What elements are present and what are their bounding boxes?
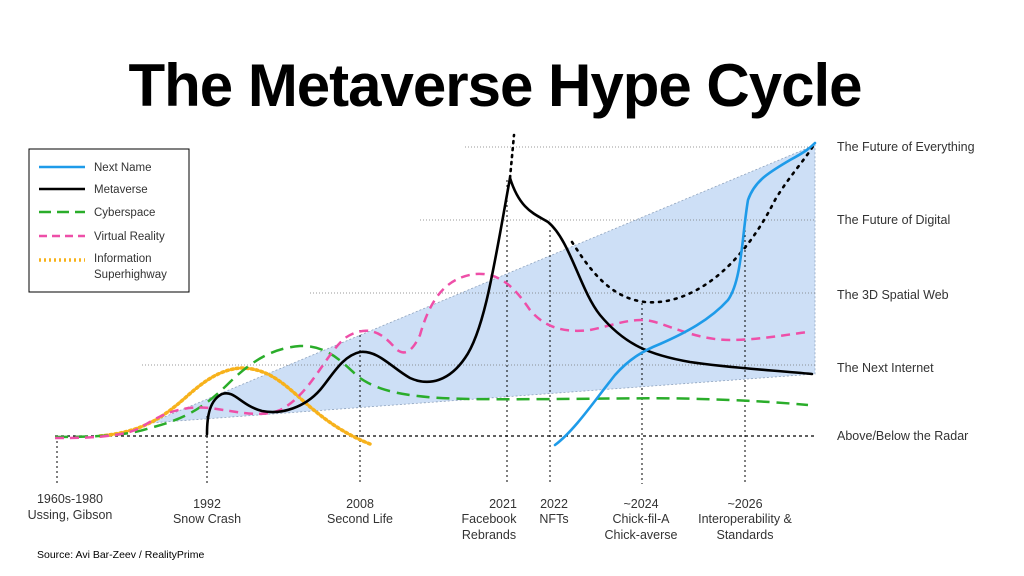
milestone-year-1960s: 1960s-1980 [37,492,103,506]
legend-label-information-superhighway-1: Information [94,253,152,265]
milestone-label-2026-line2: Standards [717,528,774,542]
milestone-label-2021-line1: Facebook [462,512,518,526]
milestone-label-2024-line1: Chick-fil-A [613,512,671,526]
level-label-future-digital: The Future of Digital [837,213,950,227]
legend-label-virtual-reality: Virtual Reality [94,231,165,243]
level-label-future-everything: The Future of Everything [837,140,975,154]
milestone-label-2022: NFTs [539,512,568,526]
series-line-next-name [553,141,817,447]
series-line-virtual-reality [54,272,809,440]
legend-label-next-name: Next Name [94,162,152,174]
milestone-lines [56,180,746,484]
legend-box [28,148,190,293]
level-label-spatial-web: The 3D Spatial Web [837,288,949,302]
level-label-next-internet: The Next Internet [837,361,934,375]
metaverse-dotted-peak [508,133,516,180]
milestone-label-2024-line2: Chick-averse [605,528,678,542]
milestone-label-2026-line1: Interoperability & [698,512,792,526]
legend-label-information-superhighway-2: Superhighway [94,269,167,281]
series-line-cyberspace [54,344,809,439]
milestone-year-2021: 2021 [489,497,517,511]
milestone-label-2008: Second Life [327,512,393,526]
milestone-year-1992: 1992 [193,497,221,511]
legend-label-cyberspace: Cyberspace [94,207,155,219]
source-note: Source: Avi Bar-Zeev / RealityPrime [37,549,204,561]
level-label-radar: Above/Below the Radar [837,429,968,443]
milestone-label-1960s: Ussing, Gibson [28,508,113,522]
milestone-label-2021-line2: Rebrands [462,528,516,542]
series-line-metaverse [205,177,814,436]
milestone-year-2024: ~2024 [623,497,658,511]
milestone-year-2026: ~2026 [727,497,762,511]
milestone-label-1992: Snow Crash [173,512,241,526]
hype-cone [149,144,816,424]
milestone-year-2022: 2022 [540,497,568,511]
milestone-year-2008: 2008 [346,497,374,511]
chart-title: The Metaverse Hype Cycle [128,52,861,119]
legend: Next Name Metaverse Cyberspace Virtual R… [28,148,190,293]
legend-label-metaverse: Metaverse [94,184,148,196]
metaverse-dotted-future [570,141,817,304]
